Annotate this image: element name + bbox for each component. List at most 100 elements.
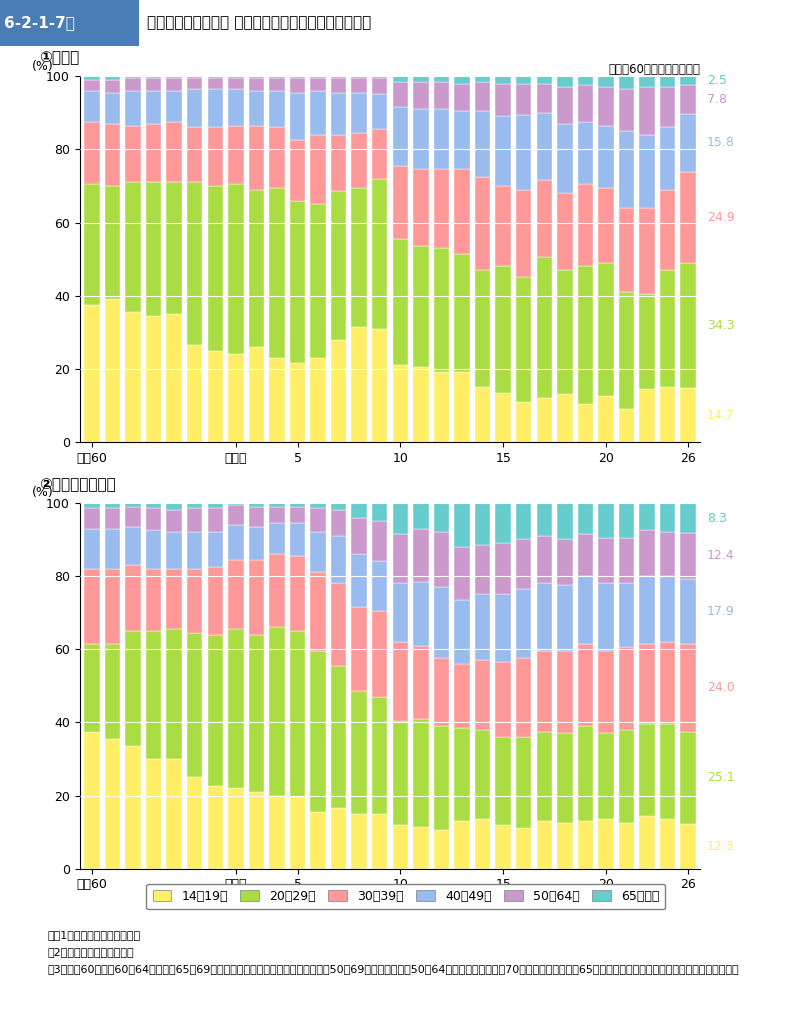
Bar xyxy=(455,373,470,442)
Bar xyxy=(331,92,346,135)
Bar xyxy=(639,724,655,816)
Bar xyxy=(413,581,428,645)
Bar xyxy=(166,182,181,314)
Bar xyxy=(290,507,305,523)
FancyBboxPatch shape xyxy=(0,0,139,46)
Bar xyxy=(187,182,202,345)
Bar xyxy=(557,585,572,651)
Bar xyxy=(413,246,428,367)
Bar xyxy=(392,642,408,720)
Bar xyxy=(557,87,572,124)
Bar xyxy=(434,76,449,81)
Bar xyxy=(495,737,511,825)
Bar xyxy=(269,78,285,90)
Bar xyxy=(578,85,593,122)
Bar xyxy=(681,263,696,388)
Bar xyxy=(228,89,244,126)
Bar xyxy=(639,208,655,294)
Bar xyxy=(557,823,572,869)
Bar xyxy=(557,394,572,442)
Text: 15.8: 15.8 xyxy=(707,136,735,149)
Text: 注　1　警察庁の統計による。: 注 1 警察庁の統計による。 xyxy=(48,930,141,940)
Bar xyxy=(146,76,162,78)
Bar xyxy=(618,131,634,208)
Bar xyxy=(166,510,181,532)
Bar xyxy=(681,824,696,869)
Bar xyxy=(681,579,696,644)
Bar xyxy=(187,508,202,532)
Bar xyxy=(557,193,572,270)
Bar xyxy=(516,115,532,190)
Text: 12.4: 12.4 xyxy=(707,550,734,563)
Bar xyxy=(618,583,634,647)
Bar xyxy=(125,312,141,442)
Bar xyxy=(537,398,552,442)
Bar xyxy=(578,821,593,869)
Bar xyxy=(84,80,100,90)
Bar xyxy=(475,177,490,270)
Bar xyxy=(618,823,634,869)
Bar xyxy=(413,367,428,442)
Bar xyxy=(146,124,162,182)
Bar xyxy=(660,387,675,442)
Bar xyxy=(248,78,264,90)
Bar xyxy=(248,791,264,869)
Bar xyxy=(125,507,141,526)
Bar xyxy=(187,503,202,508)
Text: 24.9: 24.9 xyxy=(707,210,734,224)
Bar xyxy=(537,76,552,83)
Bar xyxy=(372,814,388,869)
Bar xyxy=(557,270,572,394)
Bar xyxy=(372,503,388,521)
Bar xyxy=(537,181,552,257)
Bar xyxy=(557,76,572,87)
Bar xyxy=(599,503,614,537)
Bar xyxy=(84,90,100,122)
Bar xyxy=(228,525,244,560)
Bar xyxy=(166,532,181,569)
Bar xyxy=(84,644,100,732)
Bar xyxy=(228,629,244,788)
Bar xyxy=(618,729,634,823)
Bar xyxy=(660,532,675,576)
Bar xyxy=(146,530,162,569)
Bar xyxy=(618,409,634,442)
Bar xyxy=(475,81,490,111)
Bar xyxy=(618,503,634,537)
Bar xyxy=(105,186,120,300)
Bar xyxy=(455,727,470,821)
Bar xyxy=(537,83,552,113)
Bar xyxy=(681,644,696,732)
Bar xyxy=(495,594,511,662)
Bar xyxy=(516,83,532,115)
Bar xyxy=(372,179,388,328)
Bar xyxy=(228,355,244,442)
Bar xyxy=(331,339,346,442)
Bar xyxy=(208,567,223,635)
Bar xyxy=(537,503,552,535)
Bar xyxy=(269,554,285,627)
Bar xyxy=(618,647,634,729)
Bar xyxy=(434,373,449,442)
Bar xyxy=(248,560,264,635)
Bar xyxy=(331,535,346,583)
Bar xyxy=(372,78,388,94)
Bar xyxy=(146,508,162,530)
Bar xyxy=(248,76,264,78)
Bar xyxy=(269,90,285,127)
Bar xyxy=(372,94,388,129)
Bar xyxy=(537,821,552,869)
Bar xyxy=(413,645,428,718)
Bar xyxy=(290,503,305,507)
Bar xyxy=(639,294,655,389)
Bar xyxy=(578,266,593,403)
Bar xyxy=(228,560,244,629)
Bar xyxy=(578,76,593,85)
Bar xyxy=(352,517,367,554)
Bar xyxy=(105,300,120,442)
Bar xyxy=(434,503,449,532)
Bar xyxy=(310,812,326,869)
Bar xyxy=(495,266,511,392)
Bar xyxy=(166,76,181,78)
Bar xyxy=(434,248,449,373)
